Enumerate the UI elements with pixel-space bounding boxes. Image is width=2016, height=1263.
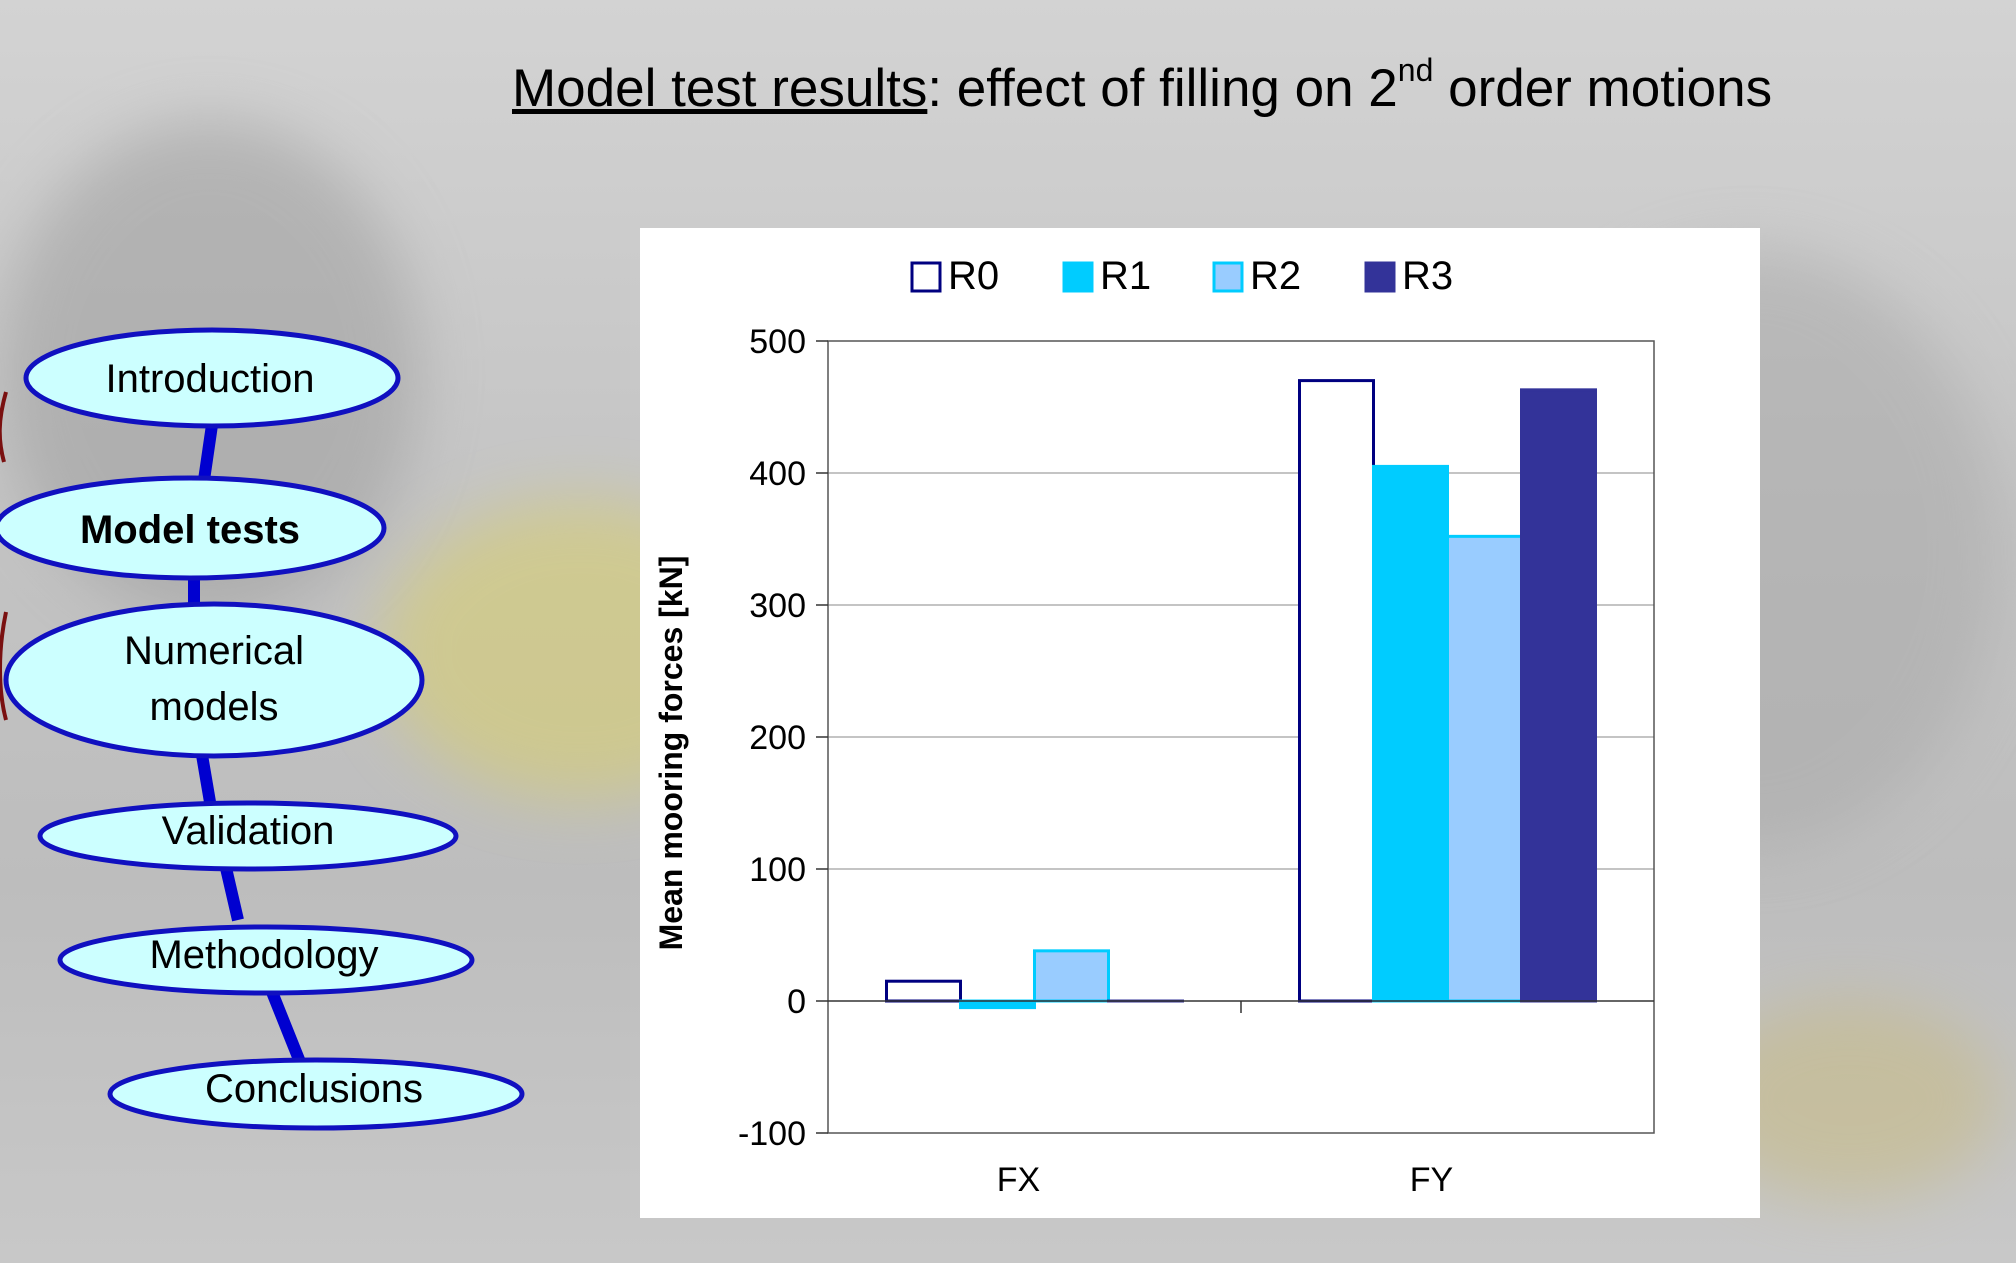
title-superscript: nd [1397, 52, 1434, 88]
y-tick-label: 200 [749, 719, 806, 757]
title-text: : effect of filling on 2 [927, 59, 1398, 118]
chart-axes: -100 0 100 200 300 400 500 FX FY [738, 323, 1655, 1199]
legend-label-r3: R3 [1402, 254, 1453, 298]
bar-r1-fx [959, 999, 1036, 1010]
bar-r2-fx [1033, 949, 1110, 1003]
chart-bars [885, 379, 1597, 1010]
y-tick-label: 0 [787, 983, 806, 1021]
connector [266, 989, 306, 1065]
legend-swatch-r3 [1364, 261, 1396, 293]
bar-r1-fy [1372, 464, 1449, 1003]
y-tick-label: 500 [749, 323, 806, 361]
bar-r0-fy [1298, 379, 1375, 1003]
connector [196, 753, 216, 804]
nav-bubble [3, 601, 425, 759]
y-tick-label: -100 [738, 1115, 806, 1153]
nav-label: Validation [162, 809, 335, 853]
x-tick-label: FY [1410, 1161, 1453, 1199]
decorative-stroke [0, 391, 8, 463]
legend-label-r1: R1 [1100, 254, 1151, 298]
y-tick-label: 100 [749, 851, 806, 889]
bar-r0-fx [885, 979, 962, 1003]
legend-swatch-r1 [1062, 261, 1094, 293]
nav-label: Introduction [105, 357, 314, 401]
x-tick-label: FX [997, 1161, 1040, 1199]
nav-bubble [23, 327, 401, 429]
title-underlined: Model test results [512, 59, 928, 118]
bar-chart: R0 R1 R2 R3 -100 0 100 200 300 400 500 FX FY Mean m… [640, 228, 1760, 1218]
y-tick-label: 400 [749, 455, 806, 493]
nav-item-validation[interactable]: Validation [37, 800, 459, 872]
slide-title: Model test results: effect of filling on… [512, 52, 1773, 119]
nav-item-conclusions[interactable]: Conclusions [107, 1057, 525, 1131]
decorative-stroke [0, 611, 8, 721]
y-axis-label: Mean mooring forces [kN] [653, 556, 689, 951]
legend-label-r2: R2 [1250, 254, 1301, 298]
legend-label-r0: R0 [948, 254, 999, 298]
nav-label-line2: models [150, 685, 279, 729]
bar-r2-fy [1446, 534, 1523, 1003]
nav-item-introduction[interactable]: Introduction [23, 327, 401, 429]
nav-label: Conclusions [205, 1067, 423, 1111]
navigation-flow: Introduction Model tests Numerical model… [0, 327, 525, 1131]
bar-r3-fy [1520, 388, 1597, 1003]
nav-label-line1: Numerical [124, 629, 304, 673]
nav-bubble [37, 800, 459, 872]
nav-connectors [188, 424, 306, 1065]
nav-item-methodology[interactable]: Methodology [57, 924, 475, 996]
legend-swatch-r0 [910, 261, 942, 293]
nav-bubble [0, 475, 387, 581]
y-tick-label: 300 [749, 587, 806, 625]
title-text-end: order motions [1433, 59, 1773, 118]
nav-item-numerical-models[interactable]: Numerical models [3, 601, 425, 759]
nav-bubble [107, 1057, 525, 1131]
connector [198, 424, 218, 481]
nav-label-active: Model tests [80, 508, 300, 552]
nav-bubble [57, 924, 475, 996]
legend-swatch-r2 [1212, 261, 1244, 293]
nav-label: Methodology [149, 933, 378, 977]
chart-legend: R0 R1 R2 R3 [910, 254, 1453, 298]
connector [220, 866, 244, 922]
nav-item-model-tests[interactable]: Model tests [0, 475, 387, 581]
